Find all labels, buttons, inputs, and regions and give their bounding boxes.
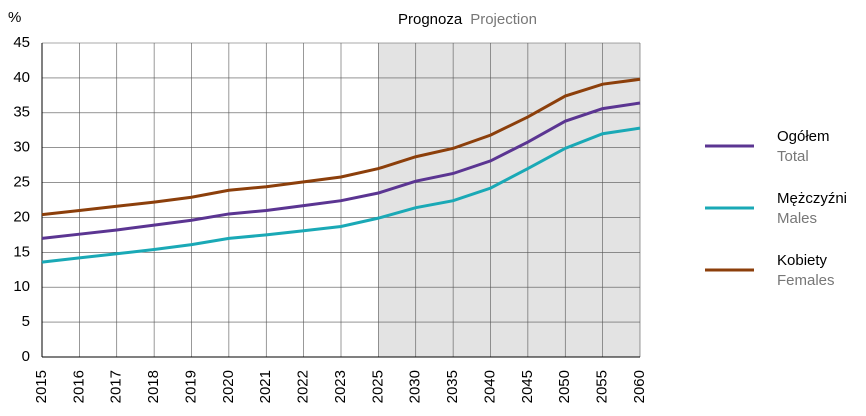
legend-label: Ogółem (777, 128, 830, 145)
x-tick-label: 2022 (295, 370, 312, 403)
x-tick-label: 2021 (257, 370, 274, 403)
series-line (41, 77, 641, 217)
y-tick-label: 0 (22, 348, 30, 365)
x-tick-label: 2055 (594, 370, 611, 403)
x-tick-label: 2023 (332, 370, 349, 403)
y-unit: % (8, 9, 21, 26)
projection-label-en: Projection (470, 11, 537, 28)
legend-label-en: Total (777, 148, 809, 165)
x-tick-label: 2050 (556, 370, 573, 403)
x-tick-label: 2035 (444, 370, 461, 403)
y-tick-label: 30 (13, 139, 30, 156)
x-tick-label: 2019 (182, 370, 199, 403)
legend-label: Kobiety (777, 252, 828, 269)
x-tick-label: 2015 (33, 370, 50, 403)
x-tick-label: 2060 (631, 370, 648, 403)
y-tick-label: 10 (13, 278, 30, 295)
series-line (41, 101, 641, 240)
series-line (41, 126, 641, 264)
x-tick-label: 2025 (369, 370, 386, 403)
x-tick-label: 2016 (70, 370, 87, 403)
y-tick-label: 15 (13, 243, 30, 260)
x-tick-label: 2017 (108, 370, 125, 403)
legend-label-en: Males (777, 210, 817, 227)
y-tick-label: 20 (13, 208, 30, 225)
legend-label: Mężczyźni (777, 190, 847, 207)
x-tick-label: 2020 (220, 370, 237, 403)
y-tick-label: 5 (22, 313, 30, 330)
projection-shade (378, 43, 640, 357)
x-tick-label: 2018 (145, 370, 162, 403)
y-tick-label: 45 (13, 34, 30, 51)
x-tick-label: 2045 (519, 370, 536, 403)
y-tick-label: 35 (13, 104, 30, 121)
y-tick-label: 40 (13, 69, 30, 86)
y-tick-label: 25 (13, 174, 30, 191)
projection-label: Prognoza (398, 11, 463, 28)
x-tick-label: 2030 (407, 370, 424, 403)
legend-label-en: Females (777, 272, 835, 289)
x-tick-label: 2040 (481, 370, 498, 403)
